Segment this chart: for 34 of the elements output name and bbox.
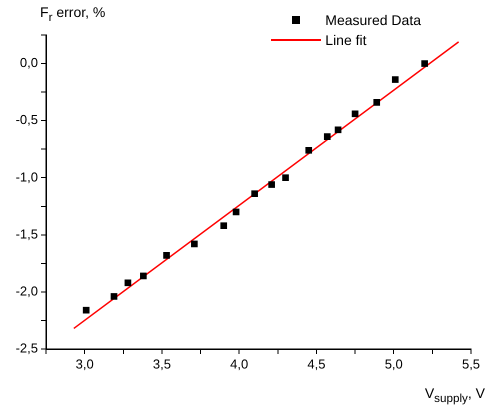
point (232, 208, 240, 216)
point (140, 272, 147, 280)
point (268, 181, 275, 188)
x-axis-title: V$_{supply}$, V (424, 385, 485, 405)
point (110, 293, 118, 300)
point (421, 60, 428, 67)
y-tick-label: -0,5 (16, 112, 38, 128)
legend-label: Measured Data (325, 12, 421, 28)
y-axis-title: F$_{r}$ error, % (40, 4, 106, 24)
point (220, 222, 228, 230)
point (392, 76, 399, 83)
y-tick-label: -1,5 (16, 226, 38, 242)
x-tick-label: 4,5 (307, 356, 326, 372)
point (124, 279, 132, 286)
x-tick-label: 4,0 (230, 356, 248, 372)
x-tick-label: 5,5 (462, 356, 480, 372)
y-tick-label: -1,0 (16, 169, 38, 184)
y-tick-label: 0,0 (20, 55, 38, 70)
legend-label: Line fit (325, 32, 367, 48)
y-tick-label: -2,5 (16, 340, 38, 356)
point (324, 133, 331, 140)
y-tick-label: -2,0 (16, 283, 38, 298)
x-tick-label: 3,5 (152, 356, 171, 372)
point (251, 190, 258, 198)
point (334, 126, 342, 134)
point (305, 146, 312, 154)
x-tick-label: 3,0 (76, 356, 94, 372)
point (282, 174, 289, 182)
point (163, 252, 170, 259)
x-tick-label: 5,0 (384, 356, 403, 372)
point (191, 240, 198, 248)
point (82, 306, 90, 314)
point (373, 99, 380, 106)
point (352, 110, 358, 118)
